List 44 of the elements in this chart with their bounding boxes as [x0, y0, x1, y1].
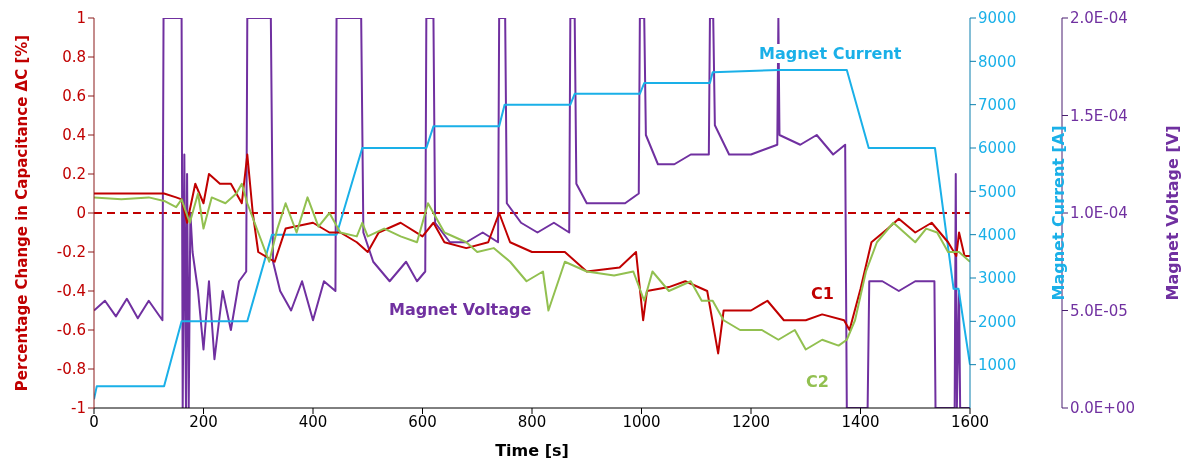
y-tick-label: -0.2	[56, 243, 86, 262]
y-tick-label: -0.6	[56, 321, 86, 340]
series-label: Magnet Current	[756, 44, 905, 63]
x-tick-label: 1600	[950, 412, 990, 431]
y3-tick-label: 1.5E-04	[1070, 106, 1128, 125]
y2-tick-label: 5000	[978, 182, 1017, 201]
y-tick-label: 0.2	[62, 165, 86, 184]
x-tick-label: 200	[189, 412, 218, 431]
x-axis-title: Time [s]	[495, 441, 569, 460]
x-tick-label: 1400	[841, 412, 880, 431]
y-tick-label: 0	[76, 204, 86, 223]
y-axis-title: Percentage Change in Capacitance ΔC [%]	[13, 34, 32, 392]
y-tick-label: 1	[76, 9, 86, 28]
y3-tick-label: 5.0E-05	[1070, 301, 1128, 320]
y-tick-label: -0.8	[56, 360, 86, 379]
y-tick-label: -1	[71, 399, 86, 418]
y3-tick-label: 2.0E-04	[1070, 9, 1128, 28]
y3-tick-label: 1.0E-04	[1070, 204, 1128, 223]
y2-tick-label: 3000	[978, 269, 1017, 288]
y3-axis-title: Magnet Voltage [V]	[1162, 125, 1182, 301]
y3-tick-label: 0.0E+00	[1070, 399, 1135, 418]
y-tick-label: -0.4	[56, 282, 86, 301]
y-tick-label: 0.4	[62, 126, 86, 145]
y-tick-label: 0.6	[62, 87, 86, 106]
y2-axis-title: Magnet Current [A]	[1048, 125, 1068, 301]
y2-tick-label: 1000	[978, 355, 1017, 374]
series-label: Magnet Voltage	[386, 300, 535, 319]
x-tick-label: 1200	[731, 412, 771, 431]
line-series	[94, 182, 970, 351]
x-tick-label: 800	[517, 412, 547, 431]
y2-tick-label: 4000	[978, 225, 1017, 244]
y2-tick-label: 9000	[978, 9, 1017, 28]
y2-tick-label: 7000	[978, 95, 1017, 114]
x-tick-label: 0	[89, 412, 99, 431]
series-label: C2	[803, 372, 832, 391]
line-series	[94, 153, 970, 355]
y2-tick-label: 8000	[978, 52, 1017, 71]
y2-tick-label: 2000	[978, 312, 1017, 331]
y-tick-label: 0.8	[62, 48, 86, 67]
x-tick-label: 600	[408, 412, 437, 431]
x-tick-label: 400	[298, 412, 328, 431]
y2-tick-label: 6000	[978, 139, 1017, 158]
x-tick-label: 1000	[622, 412, 661, 431]
series-label: C1	[808, 284, 837, 303]
